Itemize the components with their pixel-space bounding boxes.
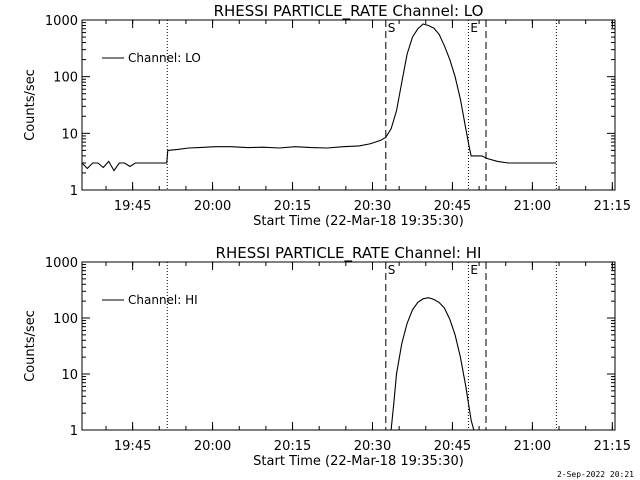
lo-chart-title: RHESSI PARTICLE_RATE Channel: LO: [214, 2, 484, 21]
hi-x-tick-label: 20:45: [434, 439, 471, 454]
lo-y-tick-label: 10: [61, 127, 78, 142]
hi-y-tick-label: 100: [53, 312, 78, 327]
hi-marker-label-e: E: [470, 263, 478, 277]
hi-y-tick-label: 1000: [45, 256, 78, 271]
lo-x-tick-label: 19:45: [114, 199, 151, 214]
lo-series-line: [82, 23, 557, 172]
lo-x-tick-label: 20:45: [434, 199, 471, 214]
hi-chart-title: RHESSI PARTICLE_RATE Channel: HI: [216, 244, 482, 263]
plot-timestamp: 2-Sep-2022 20:21: [556, 470, 634, 479]
lo-marker-label-s: S: [388, 21, 396, 35]
lo-legend-label: Channel: LO: [128, 51, 201, 65]
hi-x-tick-label: 20:15: [274, 439, 311, 454]
lo-marker-label-e: E: [470, 21, 478, 35]
lo-x-tick-label: 20:15: [274, 199, 311, 214]
lo-y-tick-label: 1000: [45, 14, 78, 29]
hi-x-tick-label: 20:00: [194, 439, 231, 454]
lo-y-axis-label: Counts/sec: [23, 69, 38, 141]
lo-x-tick-label: 20:00: [194, 199, 231, 214]
lo-x-tick-label: 20:30: [354, 199, 391, 214]
hi-plot-frame: [81, 261, 616, 431]
hi-x-tick-label: 19:45: [114, 439, 151, 454]
hi-x-tick-label: 21:00: [514, 439, 551, 454]
lo-y-tick-label: 1: [70, 184, 78, 199]
hi-y-tick-label: 10: [61, 368, 78, 383]
lo-x-axis-label: Start Time (22-Mar-18 19:35:30): [253, 214, 464, 229]
hi-x-tick-label: 20:30: [354, 439, 391, 454]
lo-y-tick-label: 100: [53, 71, 78, 86]
hi-x-tick-label: 21:15: [594, 439, 631, 454]
hi-y-tick-label: 1: [70, 424, 78, 439]
hi-legend-label: Channel: HI: [128, 293, 198, 307]
hi-x-axis-label: Start Time (22-Mar-18 19:35:30): [253, 454, 464, 469]
lo-x-tick-label: 21:00: [514, 199, 551, 214]
hi-y-axis-label: Counts/sec: [23, 310, 38, 382]
hi-marker-label-s: S: [388, 263, 396, 277]
lo-x-tick-label: 21:15: [594, 199, 631, 214]
hi-series-line: [390, 297, 475, 430]
lo-plot-frame: [81, 19, 616, 191]
